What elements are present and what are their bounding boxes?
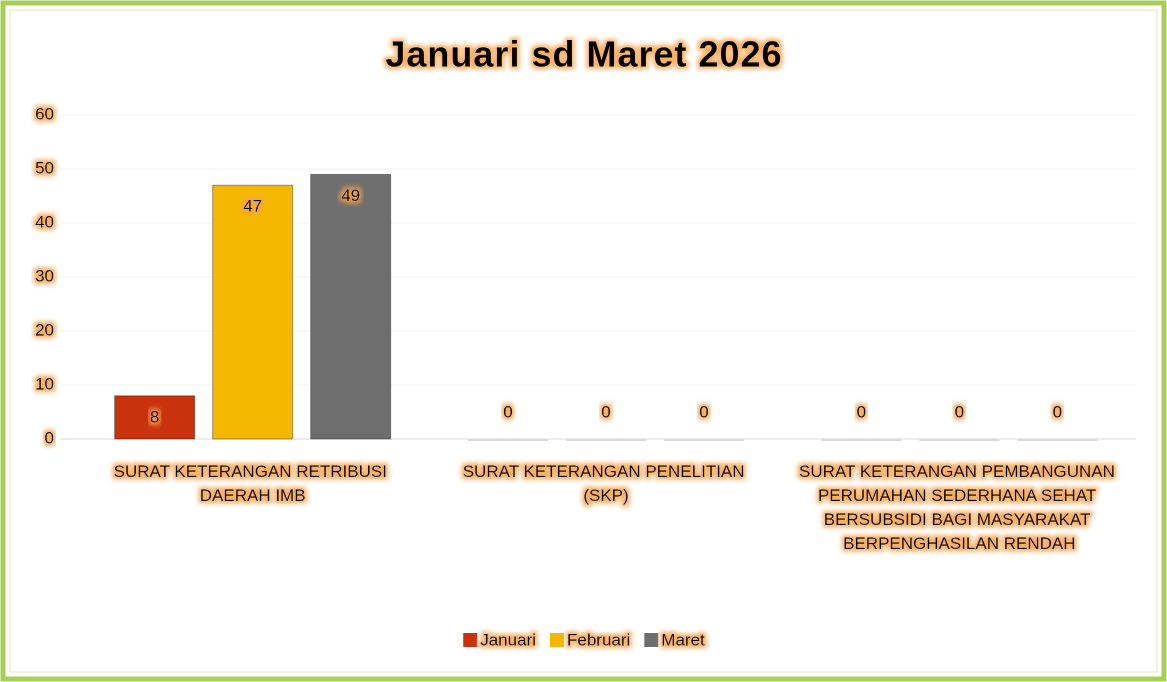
data-label: 0 <box>601 402 610 421</box>
bar <box>114 395 196 440</box>
legend-label: Januari <box>480 630 536 649</box>
chart-title: Januari sd Maret 2026 <box>385 34 782 75</box>
label-line: (SKP) <box>583 486 628 505</box>
legend-swatch <box>463 633 478 647</box>
data-label: 0 <box>857 402 866 421</box>
data-label: 47 <box>243 197 262 216</box>
bar <box>566 439 646 441</box>
label-line: BERSUBSIDI BAGI MASYARAKAT <box>824 510 1095 529</box>
bar <box>821 439 902 441</box>
data-label: 0 <box>699 402 708 421</box>
legend-swatch <box>644 633 659 647</box>
label-line: DAERAH IMB <box>200 486 306 505</box>
data-label: 49 <box>341 186 360 205</box>
legend-swatch <box>549 633 564 647</box>
y-tick-label: 10 <box>35 374 54 393</box>
y-tick-label: 60 <box>35 104 54 123</box>
inner-border <box>9 9 1158 673</box>
label-line: SURAT KETERANGAN PENELITIAN <box>463 462 750 481</box>
legend-label: Februari <box>567 630 630 649</box>
data-label: 0 <box>503 402 512 421</box>
x-tick-label: SURAT KETERANGAN RETRIBUSI DAERAH IMB <box>114 462 392 505</box>
x-tick-label: SURAT KETERANGAN PEMBANGUNAN PERUMAHAN S… <box>799 462 1120 553</box>
bar <box>1017 439 1098 441</box>
y-tick-label: 30 <box>35 266 54 285</box>
bar <box>212 184 294 440</box>
bar <box>919 439 1000 441</box>
y-tick-label: 20 <box>35 320 54 339</box>
legend: Januari Februari Maret <box>463 630 705 649</box>
data-label: 8 <box>150 407 159 426</box>
y-tick-label: 0 <box>45 428 54 447</box>
data-label: 0 <box>955 402 964 421</box>
y-tick-label: 40 <box>35 212 54 231</box>
legend-label: Maret <box>661 630 705 649</box>
data-label: 0 <box>1053 402 1062 421</box>
x-tick-label: SURAT KETERANGAN PENELITIAN (SKP) <box>463 462 750 505</box>
bar <box>310 173 392 440</box>
bar <box>468 439 548 441</box>
label-line: SURAT KETERANGAN PEMBANGUNAN <box>799 462 1120 481</box>
y-tick-label: 50 <box>35 158 54 177</box>
label-line: BERPENGHASILAN RENDAH <box>843 534 1075 553</box>
label-line: PERUMAHAN SEDERHANA SEHAT <box>818 486 1101 505</box>
bar <box>664 439 744 441</box>
label-line: SURAT KETERANGAN RETRIBUSI <box>114 462 392 481</box>
